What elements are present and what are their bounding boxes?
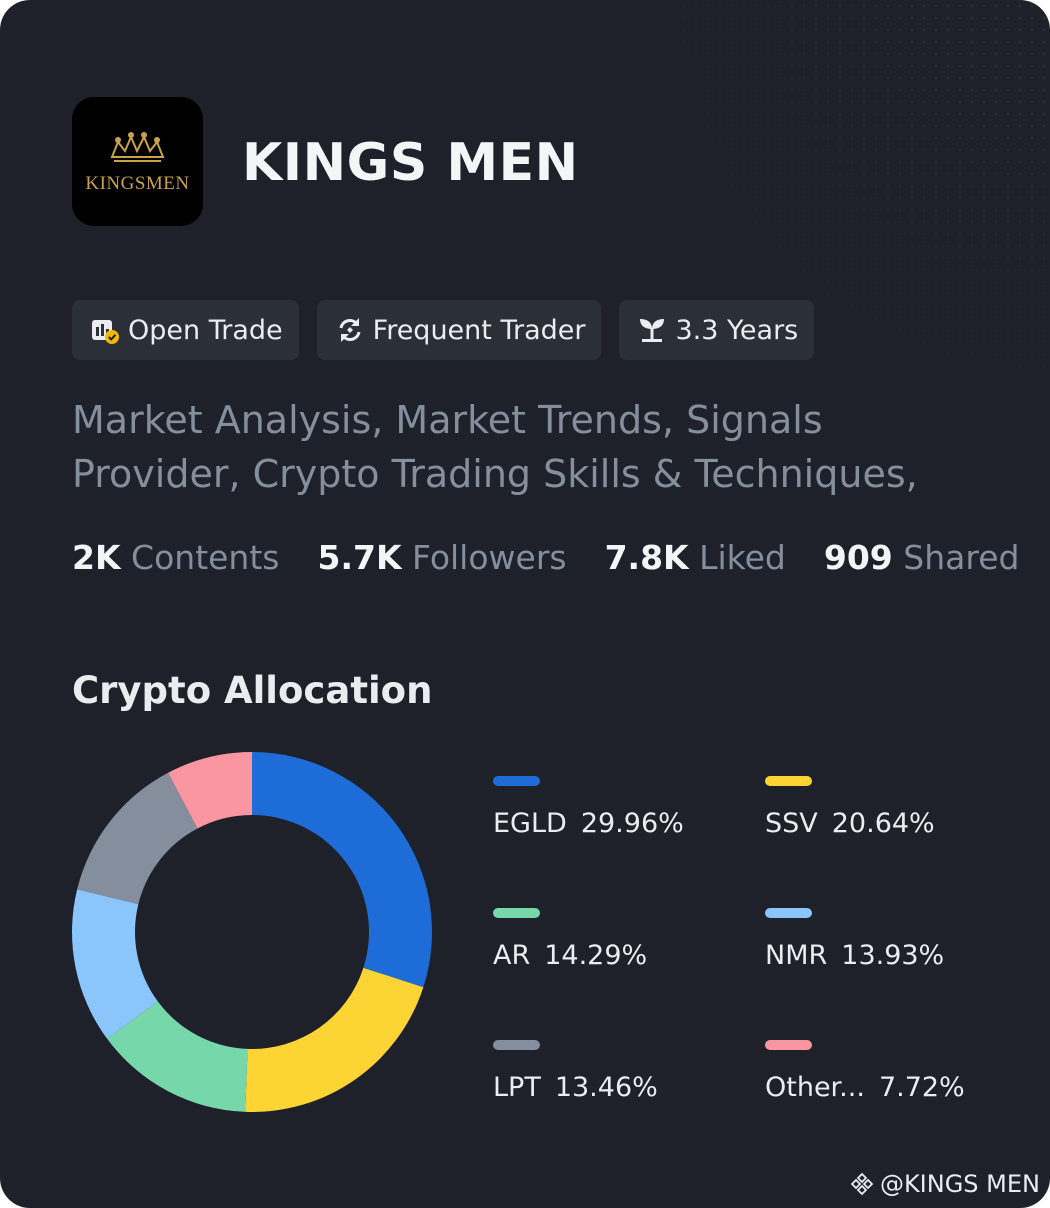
legend-swatch — [493, 1040, 540, 1050]
stat-shared[interactable]: 909 Shared — [824, 532, 1020, 584]
legend-item[interactable]: NMR 13.93% — [765, 908, 944, 974]
legend-value: 13.93% — [841, 940, 945, 971]
donut-slice-ssv[interactable] — [245, 967, 424, 1112]
legend-swatch — [765, 908, 812, 918]
tag-label: Open Trade — [128, 314, 283, 346]
profile-avatar: KINGSMEN — [72, 97, 203, 226]
logo-wordmark: KINGSMEN — [85, 173, 189, 194]
legend-item[interactable]: LPT 13.46% — [493, 1040, 658, 1106]
legend-value: 29.96% — [580, 808, 684, 839]
donut-slice-lpt[interactable] — [77, 772, 198, 905]
legend-swatch — [765, 1040, 812, 1050]
stat-followers[interactable]: 5.7K Followers — [317, 532, 566, 584]
legend-swatch — [765, 776, 812, 786]
legend-item[interactable]: EGLD 29.96% — [493, 776, 684, 842]
stat-value: 7.8K — [604, 538, 689, 577]
refresh-icon — [335, 315, 365, 345]
legend-text: AR 14.29% — [493, 938, 647, 974]
legend-value: 20.64% — [831, 808, 935, 839]
tag-years[interactable]: 3.3 Years — [619, 300, 815, 360]
tag-frequent-trader[interactable]: Frequent Trader — [316, 300, 602, 360]
profile-bio: Market Analysis, Market Trends, Signals … — [72, 398, 918, 496]
stat-value: 2K — [72, 538, 121, 577]
open-trade-icon — [90, 315, 120, 345]
legend-text: NMR 13.93% — [765, 938, 944, 974]
legend-label: LPT — [493, 1072, 541, 1103]
legend-text: LPT 13.46% — [493, 1070, 658, 1106]
binance-logo-icon — [850, 1172, 874, 1196]
section-title: Crypto Allocation — [72, 669, 433, 712]
stat-contents[interactable]: 2K Contents — [72, 532, 279, 584]
stats-row: 2K Contents 5.7K Followers 7.8K Liked 90… — [72, 532, 1050, 584]
legend-label: SSV — [765, 808, 818, 839]
legend-swatch — [493, 776, 540, 786]
tag-list: Open Trade Frequent Trader — [72, 300, 815, 360]
stat-label: Shared — [903, 538, 1020, 577]
stat-label: Liked — [699, 538, 786, 577]
watermark-text: @KINGS MEN — [879, 1170, 1040, 1198]
donut-slice-nmr[interactable] — [72, 889, 158, 1039]
legend-swatch — [493, 908, 540, 918]
donut-slice-egld[interactable] — [252, 752, 432, 988]
legend-item[interactable]: AR 14.29% — [493, 908, 647, 974]
stat-value: 5.7K — [317, 538, 402, 577]
legend-label: AR — [493, 940, 531, 971]
legend-label: NMR — [765, 940, 828, 971]
stat-liked[interactable]: 7.8K Liked — [605, 532, 786, 584]
legend-item[interactable]: Other... 7.72% — [765, 1040, 965, 1106]
legend-value: 7.72% — [878, 1072, 965, 1103]
stat-label: Followers — [412, 538, 567, 577]
profile-name: KINGS MEN — [242, 133, 579, 193]
donut-slice-other[interactable] — [168, 752, 252, 829]
sprout-icon — [637, 315, 667, 345]
stat-value: 909 — [823, 538, 893, 577]
tag-label: Frequent Trader — [372, 314, 586, 346]
legend-label: EGLD — [493, 808, 567, 839]
donut-slice-ar[interactable] — [107, 1001, 248, 1112]
watermark: @KINGS MEN — [850, 1167, 1040, 1201]
allocation-donut-chart — [72, 752, 432, 1112]
legend-value: 14.29% — [544, 940, 648, 971]
legend-text: SSV 20.64% — [765, 806, 935, 842]
tag-open-trade[interactable]: Open Trade — [72, 300, 299, 360]
stat-label: Contents — [131, 538, 280, 577]
legend-item[interactable]: SSV 20.64% — [765, 776, 935, 842]
tag-label: 3.3 Years — [675, 314, 799, 346]
legend-text: EGLD 29.96% — [493, 806, 684, 842]
legend-text: Other... 7.72% — [765, 1070, 965, 1106]
legend-value: 13.46% — [554, 1072, 658, 1103]
kingsmen-logo: KINGSMEN — [85, 132, 189, 194]
legend-label: Other... — [765, 1072, 865, 1103]
